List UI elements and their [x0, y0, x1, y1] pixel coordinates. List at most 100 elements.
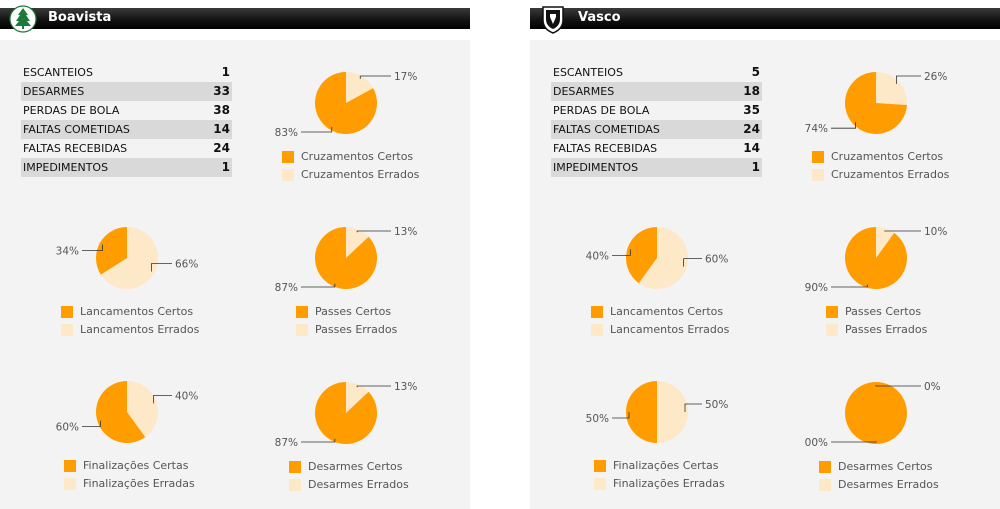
pie-chart-lancamentos: 66% 34% — [56, 225, 198, 291]
stat-row-faltas-recebidas: FALTAS RECEBIDAS 14 — [551, 139, 762, 158]
pie-label-errados: 17% — [394, 71, 417, 83]
stat-value: 14 — [743, 141, 760, 155]
stat-value: 33 — [213, 84, 230, 98]
pie-leader-line — [356, 230, 391, 233]
stat-value: 5 — [751, 65, 760, 79]
pie-label-errados: 50% — [705, 399, 728, 411]
stat-row-perdas-de-bola: PERDAS DE BOLA 38 — [21, 101, 232, 120]
pie-leader-line — [684, 403, 702, 412]
pie-slice-errados — [876, 72, 907, 105]
pie-label-certos: 60% — [56, 422, 79, 434]
legend-swatch-certos — [64, 460, 76, 472]
pie-leader-line — [612, 249, 631, 256]
pie-leader-line — [831, 284, 868, 288]
pie-slice-certos — [315, 382, 377, 444]
legend-label: Cruzamentos Errados — [301, 168, 420, 181]
pie-slice-errados — [657, 381, 688, 443]
pie-chart-cruzamentos: 26% 74% — [805, 70, 948, 136]
pie-leader-line — [356, 385, 391, 388]
stat-value: 24 — [213, 141, 230, 155]
pie-leader-line — [82, 244, 103, 251]
legend-swatch-certos — [594, 460, 606, 472]
pie-label-certos: 00% — [805, 437, 828, 449]
legend-swatch-errados — [812, 169, 824, 181]
legend-label: Lancamentos Errados — [610, 323, 730, 336]
legend-label: Desarmes Errados — [308, 478, 409, 491]
pie-slice-certos — [845, 227, 907, 289]
team-header-bar: Vasco — [530, 8, 1000, 29]
stat-label: FALTAS RECEBIDAS — [23, 142, 128, 155]
stat-label: DESARMES — [553, 85, 615, 98]
stat-value: 1 — [751, 160, 760, 174]
stat-row-desarmes: DESARMES 33 — [21, 82, 232, 101]
legend-label: Desarmes Certos — [308, 460, 403, 473]
legend-swatch-certos — [826, 306, 838, 318]
stat-label: DESARMES — [23, 85, 85, 98]
legend-swatch-errados — [64, 478, 76, 490]
legend-swatch-errados — [826, 324, 838, 336]
pie-label-certos: 34% — [56, 246, 79, 258]
pie-leader-line — [301, 283, 336, 288]
pie-slice-certos — [626, 381, 657, 443]
pie-label-errados: 40% — [175, 390, 198, 402]
team-panel-vasco: Vasco ESCANTEIOS 5 DESARMES 18 PERDAS DE B… — [530, 0, 1000, 509]
stat-label: PERDAS DE BOLA — [23, 104, 120, 117]
pie-chart-finalizacoes: 40% 60% — [56, 379, 198, 445]
stat-label: ESCANTEIOS — [553, 66, 623, 79]
legend-label: Lancamentos Certos — [80, 305, 194, 318]
pie-slice-certos — [315, 227, 377, 289]
legend-swatch-certos — [812, 151, 824, 163]
stat-value: 24 — [743, 122, 760, 136]
pie-slice-errados — [876, 227, 895, 258]
pie-leader-line — [151, 263, 172, 272]
legend-swatch-certos — [296, 306, 308, 318]
legend-label: Finalizações Certas — [613, 459, 719, 472]
legend-label: Lancamentos Errados — [80, 323, 200, 336]
pie-slice-certos — [96, 227, 127, 275]
pie-leader-line — [153, 394, 172, 404]
stats-panel — [0, 40, 470, 509]
pie-leader-line — [831, 441, 877, 443]
legend-label: Desarmes Errados — [838, 478, 939, 491]
pie-label-errados: 13% — [394, 226, 417, 238]
pie-chart-cruzamentos: 17% 83% — [275, 70, 418, 139]
pie-chart-finalizacoes: 50% 50% — [586, 379, 728, 445]
vasco-shield-crest-icon — [539, 4, 567, 34]
legend-swatch-errados — [296, 324, 308, 336]
legend-label: Passes Certos — [315, 305, 392, 318]
stat-row-desarmes: DESARMES 18 — [551, 82, 762, 101]
pie-chart-desarmes: 13% 87% — [275, 380, 418, 449]
stat-label: ESCANTEIOS — [23, 66, 93, 79]
pie-slice-errados — [100, 227, 158, 289]
pie-slice-certos — [95, 381, 146, 443]
pie-slice-errados — [346, 72, 374, 103]
stat-row-perdas-de-bola: PERDAS DE BOLA 35 — [551, 101, 762, 120]
pie-leader-line — [683, 258, 702, 267]
pie-slice-certos — [315, 72, 377, 134]
stat-label: FALTAS COMETIDAS — [553, 123, 660, 136]
stats-panel — [530, 40, 1000, 509]
legend-swatch-errados — [289, 479, 301, 491]
pie-label-errados: 60% — [705, 254, 728, 266]
legend-label: Passes Certos — [845, 305, 922, 318]
pie-chart-passes: 13% 87% — [275, 225, 418, 294]
stat-value: 1 — [221, 160, 230, 174]
legend-label: Cruzamentos Certos — [831, 150, 944, 163]
legend-swatch-certos — [282, 151, 294, 163]
legend-label: Desarmes Certos — [838, 460, 933, 473]
legend-swatch-errados — [282, 169, 294, 181]
pie-label-certos: 74% — [805, 123, 828, 135]
team-name: Vasco — [578, 10, 621, 25]
stat-row-faltas-cometidas: FALTAS COMETIDAS 14 — [21, 120, 232, 139]
legend-label: Finalizações Erradas — [83, 477, 195, 490]
stat-label: FALTAS COMETIDAS — [23, 123, 130, 136]
legend-label: Finalizações Erradas — [613, 477, 725, 490]
legend-swatch-errados — [819, 479, 831, 491]
boavista-tree-crest-icon — [9, 4, 37, 34]
pie-leader-line — [896, 75, 921, 84]
legend-label: Cruzamentos Certos — [301, 150, 414, 163]
stats-table: ESCANTEIOS 1 DESARMES 33 PERDAS DE BOLA 38 … — [21, 63, 232, 177]
stat-label: IMPEDIMENTOS — [553, 161, 639, 174]
legend-swatch-certos — [289, 461, 301, 473]
legend-label: Passes Errados — [845, 323, 928, 336]
